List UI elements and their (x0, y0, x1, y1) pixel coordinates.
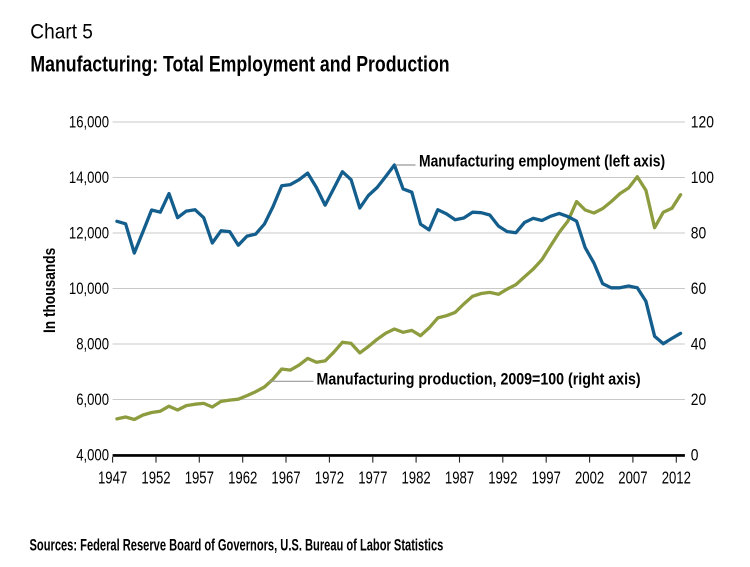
svg-text:1972: 1972 (315, 469, 344, 488)
svg-text:Manufacturing production, 2009: Manufacturing production, 2009=100 (righ… (317, 371, 641, 389)
svg-text:Manufacturing: Total Employmen: Manufacturing: Total Employment and Prod… (30, 52, 449, 76)
svg-text:1947: 1947 (98, 469, 127, 488)
svg-text:Manufacturing employment (left: Manufacturing employment (left axis) (419, 152, 665, 171)
svg-text:80: 80 (691, 224, 706, 242)
svg-text:1957: 1957 (185, 469, 214, 488)
svg-text:0: 0 (691, 446, 699, 464)
svg-text:120: 120 (691, 113, 714, 131)
svg-text:16,000: 16,000 (69, 114, 109, 132)
svg-text:10,000: 10,000 (69, 281, 109, 299)
svg-text:2002: 2002 (575, 469, 604, 488)
svg-text:20: 20 (691, 391, 706, 409)
svg-text:1977: 1977 (358, 469, 387, 488)
svg-text:1987: 1987 (445, 469, 474, 488)
svg-text:Chart 5: Chart 5 (30, 21, 93, 44)
svg-text:1952: 1952 (141, 469, 170, 488)
svg-text:100: 100 (691, 169, 714, 187)
svg-text:1962: 1962 (228, 469, 257, 488)
svg-text:4,000: 4,000 (76, 447, 109, 465)
svg-text:In thousands: In thousands (41, 248, 60, 333)
svg-text:1982: 1982 (401, 469, 430, 488)
svg-text:6,000: 6,000 (76, 392, 109, 410)
svg-text:40: 40 (691, 335, 706, 353)
svg-text:2007: 2007 (618, 469, 647, 488)
svg-text:14,000: 14,000 (69, 170, 109, 188)
svg-text:8,000: 8,000 (76, 336, 109, 354)
svg-text:60: 60 (691, 280, 706, 298)
svg-text:12,000: 12,000 (69, 225, 109, 243)
svg-text:2012: 2012 (662, 469, 691, 488)
svg-text:1967: 1967 (271, 469, 300, 488)
svg-text:Sources: Federal Reserve Board: Sources: Federal Reserve Board of Govern… (30, 536, 444, 555)
svg-text:1997: 1997 (532, 469, 561, 488)
svg-text:1992: 1992 (488, 469, 517, 488)
